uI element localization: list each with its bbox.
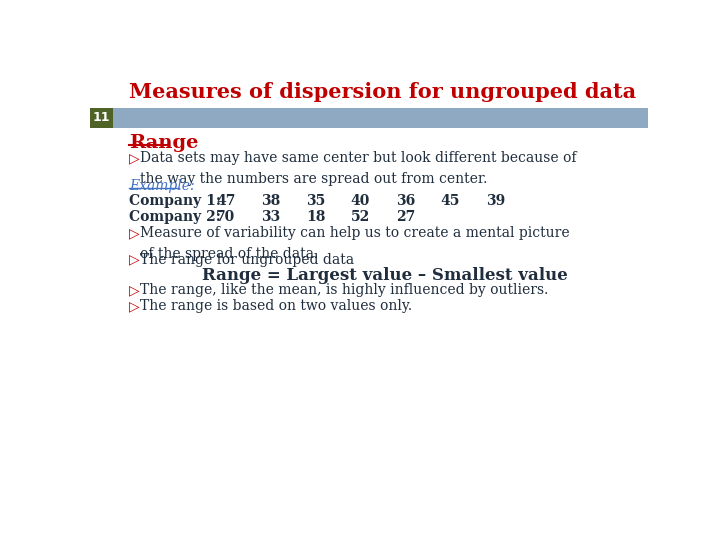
Text: Company 1:: Company 1:	[129, 194, 221, 208]
Text: Company 2:: Company 2:	[129, 210, 220, 224]
Text: 11: 11	[93, 111, 110, 124]
Text: Range = Largest value – Smallest value: Range = Largest value – Smallest value	[202, 267, 567, 284]
Text: Measure of variability can help us to create a mental picture
of the spread of t: Measure of variability can help us to cr…	[140, 226, 570, 261]
Text: The range is based on two values only.: The range is based on two values only.	[140, 299, 413, 313]
Text: 38: 38	[261, 194, 280, 208]
Text: Measures of dispersion for ungrouped data: Measures of dispersion for ungrouped dat…	[129, 82, 636, 102]
Text: Example:: Example:	[129, 179, 194, 193]
Text: 36: 36	[396, 194, 415, 208]
Text: ▷: ▷	[129, 253, 140, 267]
Bar	[90, 108, 113, 128]
Text: 52: 52	[351, 210, 370, 224]
Text: 18: 18	[306, 210, 325, 224]
Text: 47: 47	[216, 194, 235, 208]
Text: 27: 27	[396, 210, 415, 224]
Text: 33: 33	[261, 210, 280, 224]
Text: 70: 70	[216, 210, 235, 224]
Text: 35: 35	[306, 194, 325, 208]
Text: The range, like the mean, is highly influenced by outliers.: The range, like the mean, is highly infl…	[140, 284, 549, 298]
Text: ▷: ▷	[129, 299, 140, 313]
Text: ▷: ▷	[129, 151, 140, 165]
Text: Data sets may have same center but look different because of
the way the numbers: Data sets may have same center but look …	[140, 151, 577, 186]
Bar	[90, 108, 648, 128]
Text: The range for ungrouped data: The range for ungrouped data	[140, 253, 354, 267]
Text: 40: 40	[351, 194, 370, 208]
Text: ▷: ▷	[129, 226, 140, 240]
Text: 39: 39	[486, 194, 505, 208]
Text: Range: Range	[129, 134, 198, 152]
Text: ▷: ▷	[129, 284, 140, 298]
Text: 45: 45	[441, 194, 460, 208]
